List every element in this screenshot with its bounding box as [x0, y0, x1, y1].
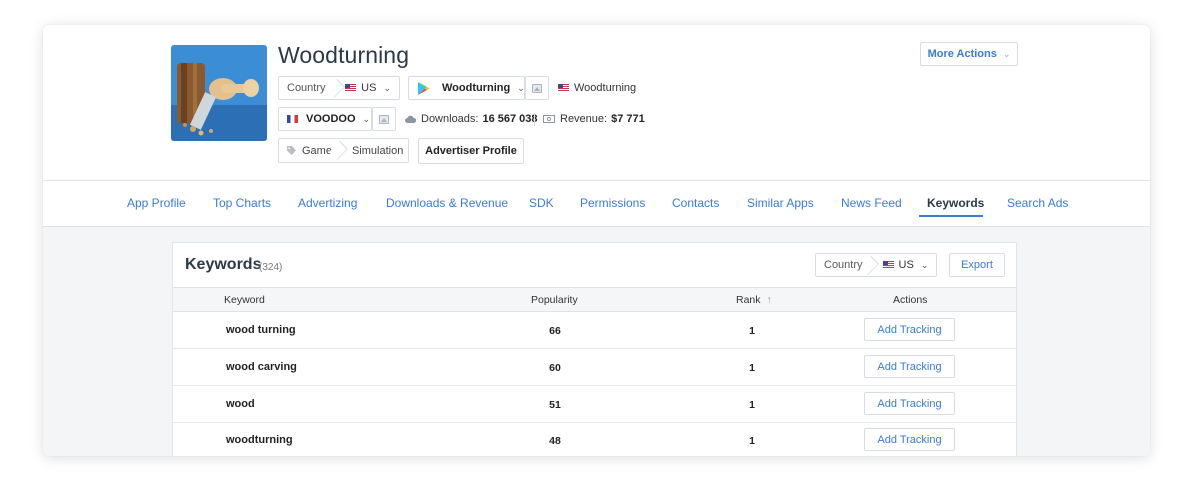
column-actions: Actions	[893, 294, 928, 306]
table-row: wood 51 1 Add Tracking	[173, 386, 1016, 423]
rank-cell: 1	[749, 435, 755, 447]
column-keyword[interactable]: Keyword	[224, 294, 265, 306]
tab-downloads-revenue[interactable]: Downloads & Revenue	[386, 196, 509, 210]
store-app-selector[interactable]: Woodturning ⌄	[408, 76, 525, 100]
revenue-value: $7 771	[611, 113, 645, 125]
country-label: Country	[816, 254, 871, 276]
country-value: US ⌄	[337, 77, 399, 99]
column-rank-label: Rank	[736, 294, 761, 306]
add-tracking-button[interactable]: Add Tracking	[864, 318, 955, 341]
country-label: Country	[279, 77, 337, 99]
revenue-label: Revenue:	[560, 113, 608, 125]
downloads-stat: Downloads: 16 567 038	[405, 107, 538, 131]
keywords-title: Keywords	[185, 256, 262, 273]
publisher-selector[interactable]: VOODOO ⌄	[278, 107, 372, 131]
linked-app-name: Woodturning	[574, 82, 637, 94]
tab-app-profile[interactable]: App Profile	[127, 196, 186, 210]
add-tracking-button[interactable]: Add Tracking	[864, 355, 955, 378]
image-icon	[379, 114, 389, 124]
country-code: US	[898, 259, 914, 271]
app-nav-tabs: App Profile Top Charts Advertizing Downl…	[43, 180, 1150, 227]
tab-top-charts[interactable]: Top Charts	[213, 196, 272, 210]
chevron-down-icon: ⌄	[362, 113, 371, 124]
keyword-cell: wood	[226, 398, 255, 410]
category-label: Game	[302, 144, 332, 157]
tab-similar-apps[interactable]: Similar Apps	[747, 196, 814, 210]
downloads-label: Downloads:	[421, 113, 479, 125]
revenue-stat: Revenue: $7 771	[543, 107, 645, 131]
active-tab-indicator	[919, 215, 983, 217]
fr-flag-icon	[287, 115, 298, 123]
google-play-icon	[418, 81, 430, 95]
more-actions-button[interactable]: More Actions ⌄	[920, 42, 1018, 66]
popularity-cell: 51	[549, 399, 561, 411]
chevron-down-icon: ⌄	[920, 259, 929, 270]
keyword-cell: woodturning	[226, 434, 293, 446]
publisher-name: VOODOO	[306, 113, 356, 125]
linked-app[interactable]: Woodturning	[558, 76, 636, 100]
table-row: wood carving 60 1 Add Tracking	[173, 349, 1016, 386]
table-row: wood turning 66 1 Add Tracking	[173, 312, 1016, 349]
tab-news-feed[interactable]: News Feed	[841, 196, 902, 210]
more-actions-label: More Actions	[927, 48, 997, 60]
country-value: US ⌄	[871, 254, 937, 276]
tab-permissions[interactable]: Permissions	[580, 196, 646, 210]
keywords-panel: Keywords (324) Country US ⌄ Export Keywo…	[172, 242, 1017, 456]
rank-cell: 1	[749, 362, 755, 374]
tab-search-ads[interactable]: Search Ads	[1007, 196, 1069, 210]
add-tracking-button[interactable]: Add Tracking	[864, 392, 955, 415]
app-icon	[171, 45, 267, 141]
advertiser-profile-button[interactable]: Advertiser Profile	[418, 138, 524, 164]
table-row: woodturning 48 1 Add Tracking	[173, 422, 1016, 456]
tab-advertizing[interactable]: Advertizing	[298, 196, 358, 210]
rank-cell: 1	[749, 325, 755, 337]
downloads-value: 16 567 038	[482, 113, 538, 125]
cloud-download-icon	[405, 115, 416, 123]
chevron-down-icon: ⌄	[517, 82, 525, 93]
rank-cell: 1	[749, 399, 755, 411]
us-flag-icon	[345, 84, 357, 92]
publisher-link-button[interactable]	[372, 107, 396, 131]
category-simulation[interactable]: Simulation	[351, 144, 404, 157]
export-button[interactable]: Export	[949, 253, 1005, 277]
add-tracking-button[interactable]: Add Tracking	[864, 428, 955, 451]
divider	[534, 113, 535, 126]
tab-keywords[interactable]: Keywords	[927, 196, 985, 210]
tab-contacts[interactable]: Contacts	[672, 196, 720, 210]
column-popularity[interactable]: Popularity	[531, 294, 578, 306]
popularity-cell: 60	[549, 362, 561, 374]
popularity-cell: 48	[549, 435, 561, 447]
country-selector[interactable]: Country US ⌄	[278, 76, 400, 100]
keyword-cell: wood carving	[226, 361, 297, 373]
keyword-cell: wood turning	[226, 324, 296, 336]
category-breadcrumb: Game Simulation	[278, 138, 409, 163]
chevron-down-icon: ⌄	[383, 82, 391, 93]
country-code: US	[361, 82, 377, 94]
keywords-count: (324)	[259, 262, 283, 273]
sort-up-arrow-icon: ↑	[766, 294, 772, 306]
category-game[interactable]: Game	[279, 139, 340, 162]
money-icon	[543, 115, 555, 123]
app-title: Woodturning	[278, 42, 410, 68]
chevron-down-icon: ⌄	[1002, 48, 1011, 59]
store-link-button[interactable]	[525, 76, 549, 100]
us-flag-icon	[882, 261, 894, 269]
store-app-name: Woodturning	[442, 82, 511, 94]
tab-sdk[interactable]: SDK	[529, 196, 554, 210]
us-flag-icon	[558, 84, 569, 92]
column-rank[interactable]: Rank ↑	[736, 294, 772, 306]
image-icon	[532, 83, 542, 93]
keywords-country-selector[interactable]: Country US ⌄	[815, 253, 937, 277]
app-card: Woodturning Country US ⌄ Woodturning ⌄ W…	[43, 25, 1150, 456]
popularity-cell: 66	[549, 325, 561, 337]
tag-icon	[287, 146, 296, 155]
table-header: Keyword Popularity Rank ↑ Actions	[173, 287, 1016, 312]
